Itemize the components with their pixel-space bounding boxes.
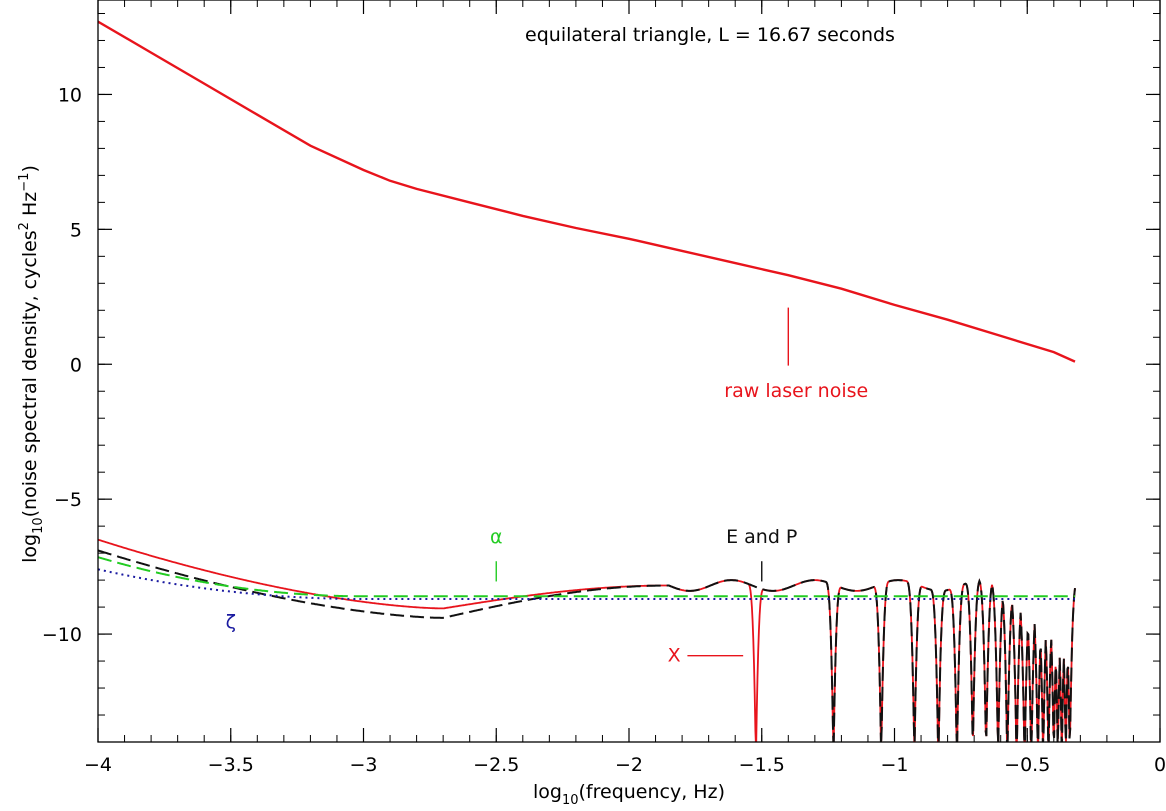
- plot-frame: [97, 0, 1161, 743]
- x-tick-label: 0: [1154, 754, 1166, 776]
- series-raw-laser-noise: [98, 20, 1076, 363]
- y-tick-label: 10: [58, 84, 82, 106]
- series-ζ: [98, 568, 1075, 600]
- x-tick-label: −3.5: [208, 754, 254, 776]
- x-tick-labels: −4 −3.5 −3 −2.5 −2 −1.5 −1 −0.5 0: [84, 754, 1166, 776]
- x-tick-label: −4: [84, 754, 112, 776]
- annotation-label: ζ: [226, 611, 236, 633]
- y-tick-labels: −10 −5 0 5 10: [42, 84, 82, 646]
- annotations: raw laser noise α E and P ζ X: [226, 307, 868, 667]
- axis-ticks: [97, 0, 1161, 742]
- y-tick-label: 0: [70, 354, 82, 376]
- x-axis-title: log10(frequency, Hz): [533, 781, 725, 808]
- annotation-label: X: [668, 645, 681, 667]
- annotation-label: E and P: [726, 526, 797, 548]
- x-tick-label: −1: [880, 754, 908, 776]
- x-tick-label: −3: [349, 754, 377, 776]
- annotation-label: α: [490, 526, 503, 548]
- y-tick-label: −5: [54, 489, 82, 511]
- annotation-label: raw laser noise: [724, 380, 868, 402]
- y-axis-title: log10(noise spectral density, cycles2 Hz…: [17, 165, 46, 563]
- series-α: [98, 556, 1075, 598]
- x-tick-label: −0.5: [1004, 754, 1050, 776]
- chart-title: equilateral triangle, L = 16.67 seconds: [525, 24, 895, 46]
- series-e-and-p: [98, 549, 1076, 742]
- x-tick-label: −1.5: [739, 754, 785, 776]
- y-tick-label: −10: [42, 624, 82, 646]
- series-x: [98, 538, 1076, 742]
- y-tick-label: 5: [70, 219, 82, 241]
- plot-series: [98, 20, 1076, 742]
- x-tick-label: −2.5: [473, 754, 519, 776]
- x-tick-label: −2: [615, 754, 643, 776]
